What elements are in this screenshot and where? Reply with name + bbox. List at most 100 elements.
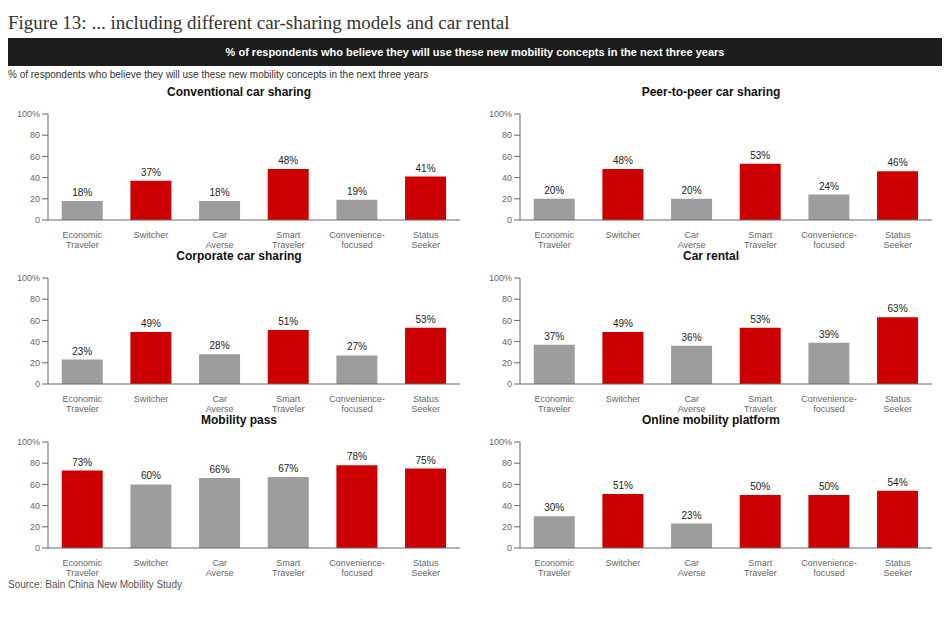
- svg-text:20: 20: [502, 194, 512, 204]
- svg-text:49%: 49%: [141, 318, 161, 329]
- svg-text:SmartTraveler: SmartTraveler: [744, 230, 777, 248]
- svg-text:0: 0: [507, 379, 512, 389]
- svg-text:0: 0: [507, 215, 512, 225]
- svg-text:41%: 41%: [416, 163, 436, 174]
- svg-text:49%: 49%: [613, 318, 633, 329]
- svg-text:51%: 51%: [613, 480, 633, 491]
- svg-text:EconomicTraveler: EconomicTraveler: [535, 230, 575, 248]
- svg-text:36%: 36%: [682, 332, 702, 343]
- svg-text:100%: 100%: [17, 109, 40, 119]
- svg-text:20: 20: [502, 358, 512, 368]
- svg-text:EconomicTraveler: EconomicTraveler: [535, 558, 575, 576]
- svg-text:23%: 23%: [682, 510, 702, 521]
- svg-text:EconomicTraveler: EconomicTraveler: [535, 394, 575, 412]
- svg-text:60: 60: [30, 480, 40, 490]
- svg-text:100%: 100%: [17, 437, 40, 447]
- svg-text:80: 80: [30, 130, 40, 140]
- svg-text:EconomicTraveler: EconomicTraveler: [63, 394, 103, 412]
- svg-text:StatusSeeker: StatusSeeker: [883, 230, 912, 248]
- svg-text:67%: 67%: [278, 463, 298, 474]
- svg-text:Switcher: Switcher: [134, 394, 169, 404]
- svg-text:80: 80: [30, 458, 40, 468]
- svg-text:Switcher: Switcher: [606, 558, 641, 568]
- svg-text:48%: 48%: [278, 155, 298, 166]
- svg-text:Switcher: Switcher: [134, 558, 169, 568]
- svg-text:53%: 53%: [750, 150, 770, 161]
- svg-text:CarAverse: CarAverse: [678, 558, 706, 576]
- svg-text:EconomicTraveler: EconomicTraveler: [63, 230, 103, 248]
- svg-text:Switcher: Switcher: [134, 230, 169, 240]
- svg-text:Convenience-focused: Convenience-focused: [801, 394, 857, 412]
- svg-text:48%: 48%: [613, 155, 633, 166]
- svg-text:50%: 50%: [819, 481, 839, 492]
- svg-text:46%: 46%: [888, 157, 908, 168]
- svg-text:20: 20: [30, 522, 40, 532]
- svg-text:63%: 63%: [888, 303, 908, 314]
- svg-text:24%: 24%: [819, 181, 839, 192]
- svg-text:0: 0: [507, 543, 512, 553]
- svg-text:20%: 20%: [682, 185, 702, 196]
- svg-text:100%: 100%: [489, 437, 512, 447]
- svg-text:Switcher: Switcher: [606, 230, 641, 240]
- svg-text:Convenience-focused: Convenience-focused: [329, 558, 385, 576]
- svg-text:Convenience-focused: Convenience-focused: [801, 558, 857, 576]
- svg-text:SmartTraveler: SmartTraveler: [272, 558, 305, 576]
- svg-text:0: 0: [35, 379, 40, 389]
- svg-text:50%: 50%: [750, 481, 770, 492]
- svg-text:80: 80: [502, 458, 512, 468]
- svg-text:60: 60: [30, 316, 40, 326]
- svg-text:39%: 39%: [819, 329, 839, 340]
- svg-text:Convenience-focused: Convenience-focused: [801, 230, 857, 248]
- svg-text:StatusSeeker: StatusSeeker: [883, 558, 912, 576]
- svg-text:18%: 18%: [210, 187, 230, 198]
- svg-text:53%: 53%: [416, 314, 436, 325]
- svg-text:EconomicTraveler: EconomicTraveler: [63, 558, 103, 576]
- svg-text:80: 80: [502, 130, 512, 140]
- svg-text:CarAverse: CarAverse: [678, 230, 706, 248]
- svg-text:20: 20: [502, 522, 512, 532]
- svg-text:100%: 100%: [489, 109, 512, 119]
- svg-text:40: 40: [30, 337, 40, 347]
- svg-text:Switcher: Switcher: [606, 394, 641, 404]
- svg-text:CarAverse: CarAverse: [206, 558, 234, 576]
- svg-text:0: 0: [35, 215, 40, 225]
- svg-text:40: 40: [30, 173, 40, 183]
- svg-text:CarAverse: CarAverse: [678, 394, 706, 412]
- svg-text:100%: 100%: [17, 273, 40, 283]
- svg-text:37%: 37%: [141, 167, 161, 178]
- svg-text:SmartTraveler: SmartTraveler: [744, 558, 777, 576]
- svg-text:Convenience-focused: Convenience-focused: [329, 230, 385, 248]
- svg-text:19%: 19%: [347, 186, 367, 197]
- svg-text:66%: 66%: [210, 464, 230, 475]
- svg-text:CarAverse: CarAverse: [206, 230, 234, 248]
- svg-text:40: 40: [502, 173, 512, 183]
- svg-text:18%: 18%: [72, 187, 92, 198]
- svg-text:28%: 28%: [210, 340, 230, 351]
- svg-text:37%: 37%: [544, 331, 564, 342]
- svg-text:100%: 100%: [489, 273, 512, 283]
- svg-text:73%: 73%: [72, 457, 92, 468]
- svg-text:40: 40: [502, 337, 512, 347]
- svg-text:30%: 30%: [544, 502, 564, 513]
- svg-text:80: 80: [502, 294, 512, 304]
- svg-text:StatusSeeker: StatusSeeker: [883, 394, 912, 412]
- svg-text:CarAverse: CarAverse: [206, 394, 234, 412]
- svg-text:60: 60: [502, 152, 512, 162]
- svg-text:SmartTraveler: SmartTraveler: [272, 394, 305, 412]
- svg-text:80: 80: [30, 294, 40, 304]
- svg-text:Convenience-focused: Convenience-focused: [329, 394, 385, 412]
- svg-text:53%: 53%: [750, 314, 770, 325]
- svg-text:SmartTraveler: SmartTraveler: [272, 230, 305, 248]
- svg-text:60: 60: [502, 316, 512, 326]
- svg-text:60%: 60%: [141, 470, 161, 481]
- svg-text:StatusSeeker: StatusSeeker: [411, 394, 440, 412]
- svg-text:StatusSeeker: StatusSeeker: [411, 558, 440, 576]
- svg-text:0: 0: [35, 543, 40, 553]
- svg-text:40: 40: [502, 501, 512, 511]
- svg-text:40: 40: [30, 501, 40, 511]
- svg-text:60: 60: [502, 480, 512, 490]
- svg-text:60: 60: [30, 152, 40, 162]
- svg-text:27%: 27%: [347, 341, 367, 352]
- svg-text:SmartTraveler: SmartTraveler: [744, 394, 777, 412]
- svg-text:20%: 20%: [544, 185, 564, 196]
